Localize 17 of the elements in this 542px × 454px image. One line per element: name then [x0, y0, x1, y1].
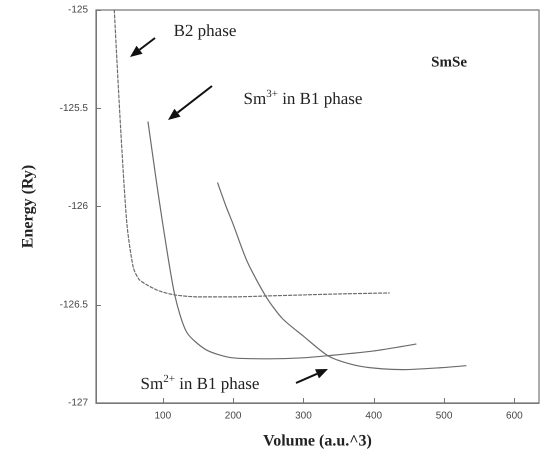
x-axis-title: Volume (a.u.^3)	[263, 432, 372, 450]
x-tick-label: 400	[365, 410, 383, 422]
y-tick-label: -127	[68, 398, 88, 408]
annotation: B2 phase	[174, 20, 236, 40]
x-tick-label: 100	[154, 410, 172, 422]
y-tick-label: -125	[68, 4, 88, 16]
x-tick-label: 300	[295, 410, 312, 422]
y-tick-label: -126	[68, 201, 88, 212]
annotation: Sm$^{3+}$ in B1 phase	[244, 88, 362, 108]
annotation: Sm$^{2+}$ in B1 phase	[140, 372, 260, 393]
text: SmSe	[431, 54, 468, 70]
x-tick-label: 500	[436, 410, 453, 422]
x-tick-label: 600	[506, 410, 524, 422]
y-tick-label: -125.5	[60, 102, 88, 114]
x-tick-label: 200	[224, 410, 242, 422]
y-tick-label: -126.5	[60, 299, 88, 310]
y-axis-title: Energy (Ry)	[20, 164, 36, 248]
